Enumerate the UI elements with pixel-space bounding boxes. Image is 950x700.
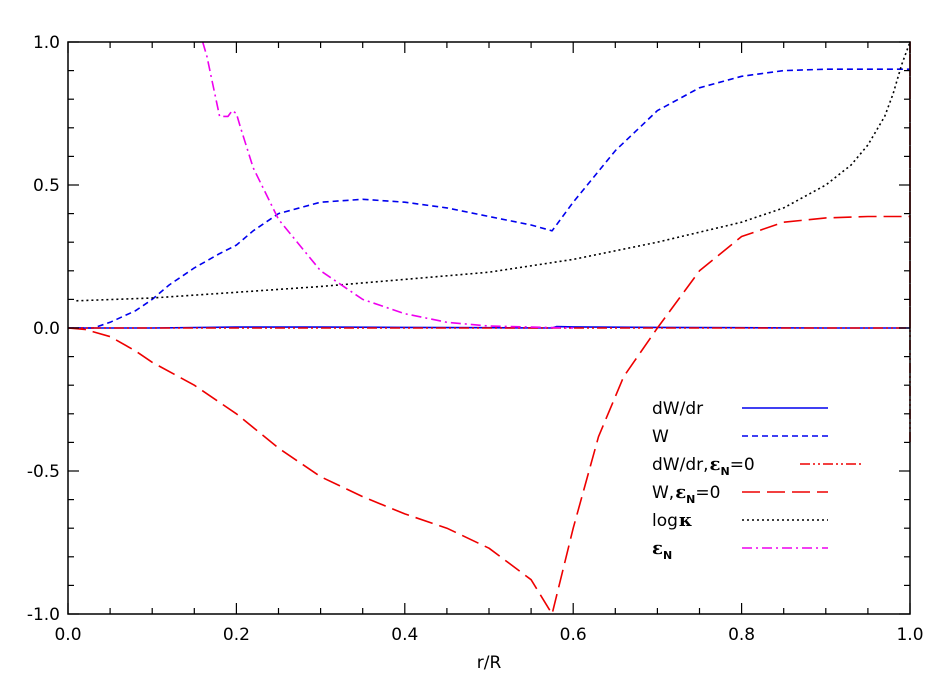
x-tick-label: 0.6	[560, 625, 587, 645]
y-tick-label: 0.5	[33, 176, 60, 196]
tick-labels: 0.0 0.2 0.4 0.6 0.8 1.0 -1.0 -0.5 0.0 0.5 1.0	[27, 33, 924, 645]
legend-label: dW/dr	[652, 399, 703, 419]
legend-label: logκ	[652, 510, 692, 531]
series-dWdr_eps0	[68, 41, 911, 443]
legend-label: dW/dr,εN=0	[652, 454, 755, 478]
x-tick-label: 0.0	[54, 625, 81, 645]
series-W	[68, 68, 910, 329]
x-tick-label: 1.0	[896, 625, 923, 645]
legend-label: W	[652, 427, 669, 447]
plot-curves	[67, 41, 911, 615]
series-W_eps0	[67, 215, 910, 615]
y-tick-label: -1.0	[27, 605, 60, 625]
x-axis-label: r/R	[477, 653, 502, 673]
x-tick-label: 0.2	[223, 625, 250, 645]
legend-label: W,εN=0	[652, 482, 720, 506]
axis-ticks	[67, 41, 911, 615]
y-tick-label: 0.0	[33, 319, 60, 339]
series-epsN	[201, 41, 574, 329]
legend-label: εN	[652, 538, 672, 562]
y-tick-label: 1.0	[33, 33, 60, 53]
y-tick-label: -0.5	[27, 462, 60, 482]
x-tick-label: 0.8	[728, 625, 755, 645]
x-tick-label: 0.4	[391, 625, 418, 645]
legend: dW/dr WdW/dr,εN=0 W,εN=0 logκ εN	[652, 399, 864, 562]
series-logkappa	[76, 41, 911, 302]
